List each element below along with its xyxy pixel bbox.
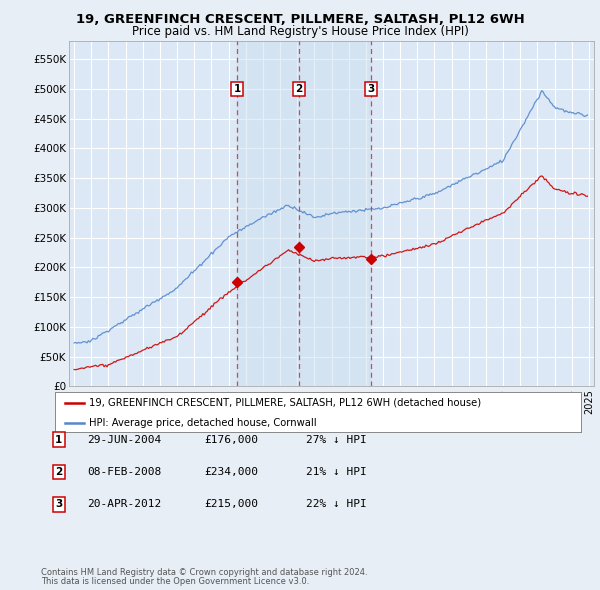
Text: 29-JUN-2004: 29-JUN-2004 <box>87 435 161 444</box>
Text: 20-APR-2012: 20-APR-2012 <box>87 500 161 509</box>
Text: 3: 3 <box>367 84 374 94</box>
Text: 21% ↓ HPI: 21% ↓ HPI <box>306 467 367 477</box>
Text: Contains HM Land Registry data © Crown copyright and database right 2024.: Contains HM Land Registry data © Crown c… <box>41 568 367 577</box>
Text: 2: 2 <box>295 84 302 94</box>
Text: HPI: Average price, detached house, Cornwall: HPI: Average price, detached house, Corn… <box>89 418 317 428</box>
Text: £215,000: £215,000 <box>204 500 258 509</box>
Text: 1: 1 <box>55 435 62 444</box>
Text: This data is licensed under the Open Government Licence v3.0.: This data is licensed under the Open Gov… <box>41 578 309 586</box>
Text: £176,000: £176,000 <box>204 435 258 444</box>
Text: 3: 3 <box>55 500 62 509</box>
Text: £234,000: £234,000 <box>204 467 258 477</box>
Text: Price paid vs. HM Land Registry's House Price Index (HPI): Price paid vs. HM Land Registry's House … <box>131 25 469 38</box>
Bar <box>237 41 299 386</box>
Text: 27% ↓ HPI: 27% ↓ HPI <box>306 435 367 444</box>
Text: 22% ↓ HPI: 22% ↓ HPI <box>306 500 367 509</box>
Text: 2: 2 <box>55 467 62 477</box>
Text: 19, GREENFINCH CRESCENT, PILLMERE, SALTASH, PL12 6WH: 19, GREENFINCH CRESCENT, PILLMERE, SALTA… <box>76 13 524 26</box>
Text: 19, GREENFINCH CRESCENT, PILLMERE, SALTASH, PL12 6WH (detached house): 19, GREENFINCH CRESCENT, PILLMERE, SALTA… <box>89 398 481 408</box>
Text: 08-FEB-2008: 08-FEB-2008 <box>87 467 161 477</box>
Bar <box>299 41 371 386</box>
Text: 1: 1 <box>233 84 241 94</box>
